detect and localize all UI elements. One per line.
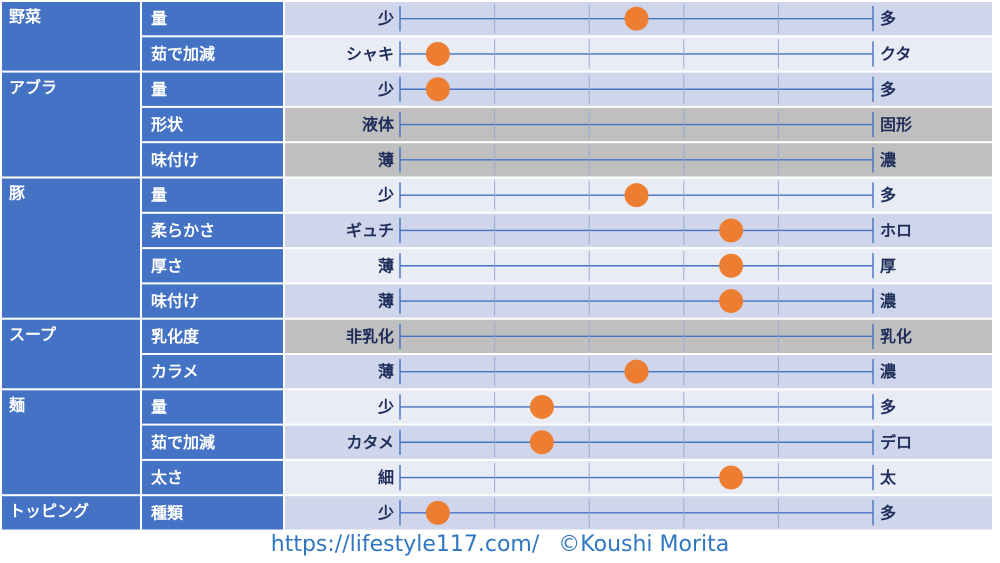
rating-marker [719,253,744,278]
scale-left-label: 薄 [378,150,394,169]
rating-marker [719,218,744,243]
attribute-label: カラメ [151,362,199,381]
scale-left-label: 少 [377,9,394,28]
attribute-label: 厚さ [151,256,183,275]
attribute-cell [142,143,283,177]
attribute-cell [142,319,283,353]
scale-right-label: 多 [880,397,896,416]
attribute-cell [142,425,283,459]
scale-left-label: 薄 [378,256,394,275]
attribute-cell [142,390,283,424]
attribute-label: 茹で加減 [151,433,215,452]
footer: https://lifestyle117.com/ ©Koushi Morita [0,532,1000,557]
attribute-cell [142,460,283,495]
scale-right-label: 濃 [880,292,897,311]
rating-marker [529,430,554,455]
rating-chart: 量少多茹で加減 シャキ クタ野菜量少多形状 液体 固形味付け薄濃アブラ量少多柔らかさ ギュ… [2,2,992,530]
scale-right-label: クタ [880,44,911,63]
scale-left-label: 薄 [378,362,394,381]
scale-left-label: 少 [377,397,394,416]
attribute-cell [142,37,283,71]
attribute-label: 量 [151,9,167,28]
attribute-cell [142,2,283,36]
scale-left-label: 細 [378,468,394,487]
category-cell [2,319,140,389]
attribute-cell [142,178,283,212]
attribute-label: 柔らかさ [150,221,215,240]
scale-right-label: デロ [880,433,912,452]
attribute-cell [142,107,283,142]
rating-marker [529,394,554,419]
attribute-label: 乳化度 [151,327,200,346]
scale-right-label: 濃 [880,150,897,169]
scale-left-label: 液体 [362,115,395,134]
category-label: 豚 [9,184,25,203]
scale-left-label: 少 [377,80,394,99]
attribute-cell [142,284,283,318]
scale-right-label: 多 [880,186,896,205]
rating-marker [425,77,450,102]
attribute-label: 茹で加減 [151,44,215,63]
scale-right-label: 多 [880,80,896,99]
attribute-label: 太さ [150,468,183,487]
scale-left-label: 少 [377,503,394,522]
category-label: トッピング [9,501,89,520]
scale-right-label: 固形 [880,115,912,134]
attribute-label: 味付け [151,150,199,169]
scale-left-label: シャキ [346,44,394,63]
attribute-label: 種類 [151,503,184,522]
category-cell [2,390,140,495]
scale-right-label: 多 [880,9,896,28]
scale-left-label: 少 [377,186,394,205]
footer-url[interactable]: https://lifestyle117.com/ [270,532,540,557]
category-label: 麺 [8,395,25,414]
attribute-label: 量 [151,186,167,205]
scale-right-label: 多 [880,503,896,522]
attribute-cell [142,213,283,248]
rating-marker [719,289,744,314]
attribute-cell [142,355,283,389]
rating-marker [719,465,744,490]
rating-marker [425,500,450,525]
rating-marker [624,183,649,208]
category-label: スープ [9,325,57,344]
rating-marker [425,41,450,66]
scale-right-label: 濃 [880,362,897,381]
scale-left-label: 非乳化 [346,327,394,346]
footer-credit: ©Koushi Morita [558,532,730,557]
attribute-label: 量 [151,397,167,416]
scale-left-label: 薄 [378,292,394,311]
scale-left-label: カタメ [346,433,394,452]
scale-right-label: 厚 [880,256,896,275]
attribute-label: 形状 [151,115,184,134]
rating-marker [624,359,649,384]
scale-right-label: 乳化 [880,327,912,346]
category-cell [2,2,140,71]
attribute-label: 味付け [151,292,199,311]
category-label: アブラ [9,78,57,97]
scale-right-label: ホロ [880,221,912,240]
category-cell [2,72,140,177]
scale-right-label: 太 [879,468,897,487]
attribute-cell [142,72,283,106]
category-cell [2,496,140,530]
attribute-label: 量 [151,80,167,99]
attribute-cell [142,249,283,283]
category-label: 野菜 [9,7,41,26]
category-cell [2,178,140,318]
attribute-cell [142,496,283,530]
scale-left-label: ギュチ [346,221,394,240]
rating-marker [624,6,649,31]
